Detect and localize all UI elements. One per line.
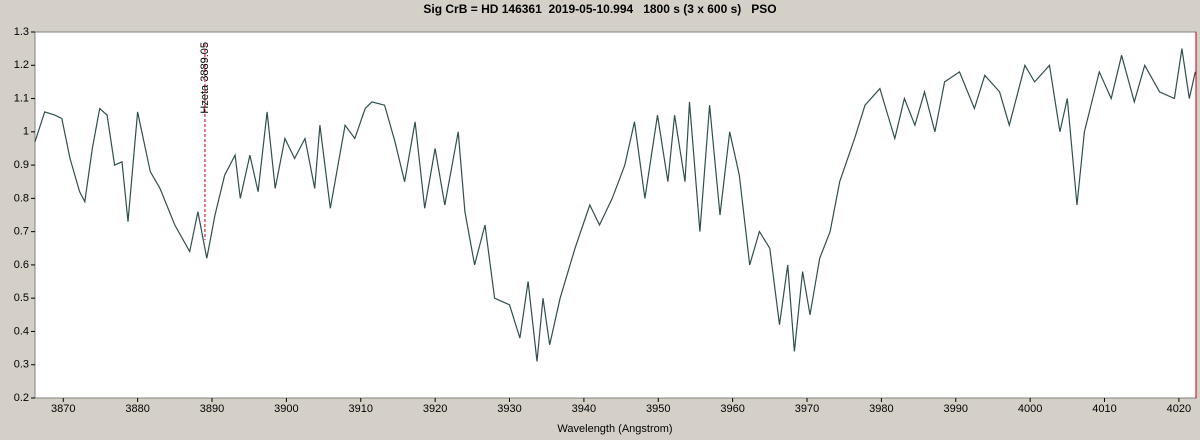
x-tick-label: 3870 (51, 403, 75, 415)
x-axis-label: Wavelength (Angstrom) (557, 423, 672, 435)
x-tick-label: 3910 (349, 403, 373, 415)
annotation-label: Hzeta 3889.05 (199, 42, 211, 114)
x-tick-label: 3930 (497, 403, 521, 415)
y-tick-label: 0.7 (14, 226, 29, 238)
y-tick-label: 0.4 (14, 325, 29, 337)
x-tick-label: 3920 (423, 403, 447, 415)
x-tick-label: 4010 (1092, 403, 1116, 415)
y-tick-label: 0.6 (14, 259, 29, 271)
x-tick-label: 3890 (200, 403, 224, 415)
y-tick-label: 0.9 (14, 159, 29, 171)
y-tick-label: 1.1 (14, 92, 29, 104)
plot-area (34, 31, 1197, 399)
y-tick-label: 0.2 (14, 392, 29, 404)
x-tick-label: 3980 (869, 403, 893, 415)
y-tick-label: 1.3 (14, 26, 29, 38)
y-tick-label: 1.2 (14, 59, 29, 71)
x-tick-label: 3900 (274, 403, 298, 415)
spectrum-line (34, 48, 1196, 362)
x-tick-label: 3990 (944, 403, 968, 415)
y-tick-label: 0.8 (14, 192, 29, 204)
y-tick-label: 1 (23, 126, 29, 138)
x-tick-label: 3880 (125, 403, 149, 415)
x-tick-label: 3940 (572, 403, 596, 415)
x-tick-label: 4020 (1167, 403, 1191, 415)
y-tick-label: 0.3 (14, 359, 29, 371)
x-tick-label: 3960 (720, 403, 744, 415)
y-tick-label: 0.5 (14, 292, 29, 304)
x-tick-label: 3950 (646, 403, 670, 415)
x-tick-label: 3970 (795, 403, 819, 415)
x-tick-label: 4000 (1018, 403, 1042, 415)
chart-title: Sig CrB = HD 146361 2019-05-10.994 1800 … (423, 2, 776, 16)
